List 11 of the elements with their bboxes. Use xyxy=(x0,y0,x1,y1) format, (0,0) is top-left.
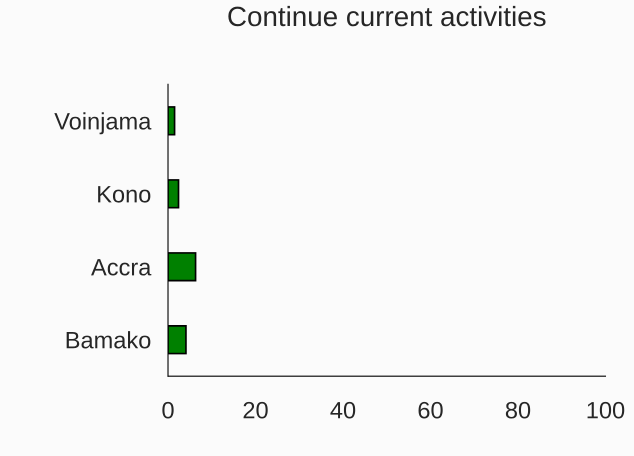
x-tick-label: 20 xyxy=(244,402,268,419)
x-tick-label: 0 xyxy=(162,402,174,419)
x-tick-label: 60 xyxy=(418,402,443,419)
y-tick-label: Bamako xyxy=(66,331,150,349)
y-tick-label: Kono xyxy=(98,186,150,203)
y-tick-label: Voinjama xyxy=(54,112,152,134)
x-tick-label: 100 xyxy=(588,402,624,419)
x-tick-label: 80 xyxy=(506,402,530,419)
y-tick-label: Accra xyxy=(91,259,152,276)
chart-title: Continue current activities xyxy=(228,6,546,26)
x-tick-label: 40 xyxy=(330,402,356,419)
